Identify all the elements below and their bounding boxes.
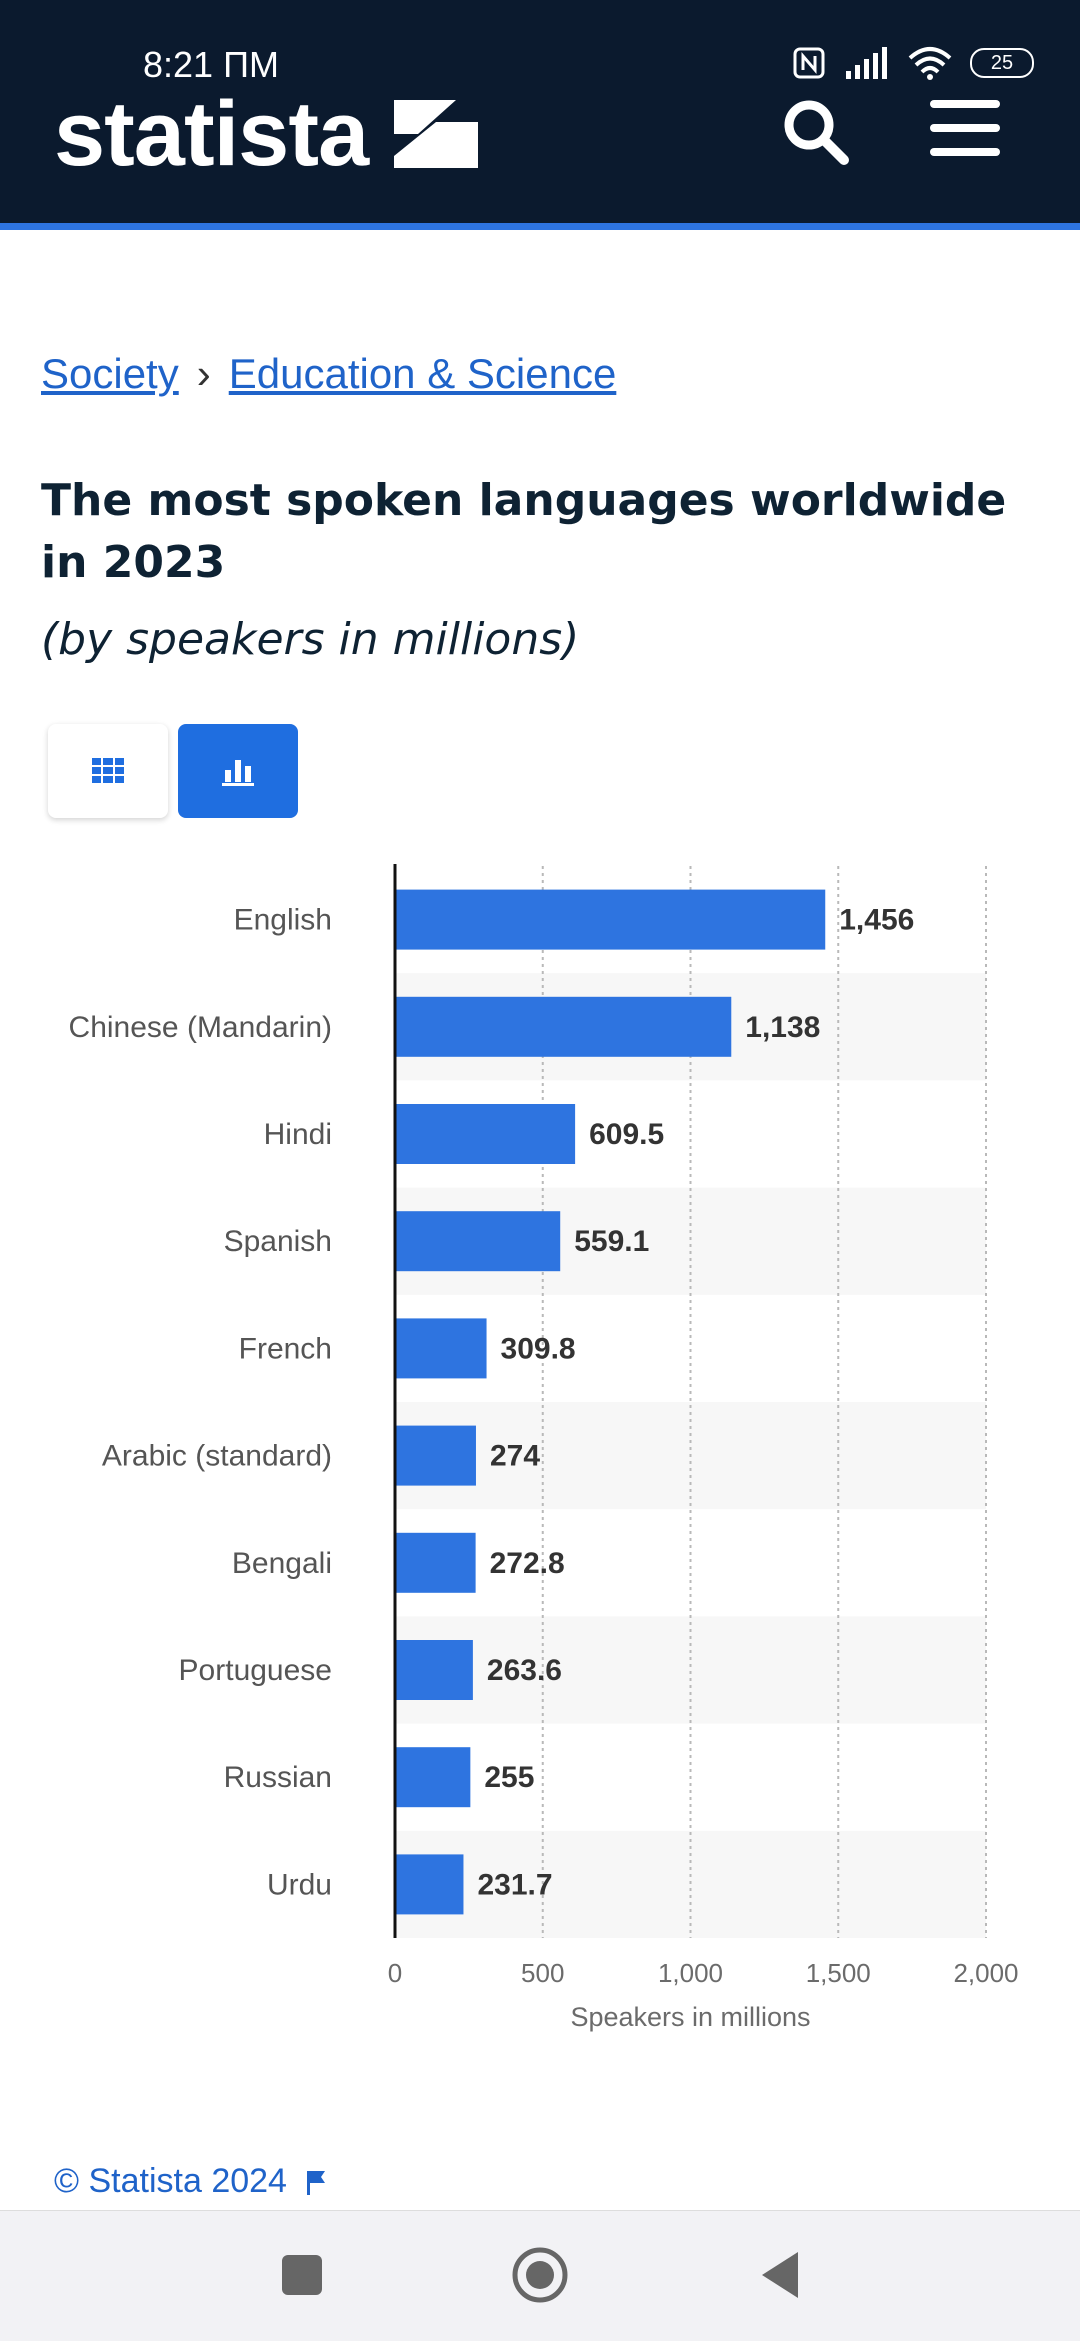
status-time: 8:21 ПМ: [143, 44, 279, 85]
statista-logo[interactable]: statista: [54, 83, 369, 185]
bar-chart: 0 500 1,000 1,500 2,000 English 1,456 Chinese (…: [69, 864, 1019, 2032]
value-label: 274: [490, 1440, 540, 1473]
signal-icon: [846, 47, 887, 79]
category-label: French: [239, 1332, 332, 1365]
back-triangle-icon: [762, 2252, 798, 2298]
x-tick-label: 1,500: [806, 1958, 871, 1988]
bar: [395, 1211, 561, 1272]
menu-button[interactable]: [930, 100, 1000, 156]
statista-logo-mark-icon: [394, 100, 478, 168]
wifi-icon: [908, 47, 952, 80]
breadcrumb-society[interactable]: Society: [41, 350, 179, 397]
bar: [395, 1747, 471, 1808]
table-view-button[interactable]: [48, 724, 168, 818]
value-label: 559.1: [574, 1225, 649, 1258]
x-tick-label: 0: [388, 1958, 402, 1988]
bar: [395, 1854, 464, 1915]
header-accent-line: [0, 223, 1080, 230]
category-label: Arabic (standard): [102, 1440, 332, 1473]
category-label: Urdu: [267, 1868, 332, 1901]
x-tick-label: 2,000: [953, 1958, 1018, 1988]
circle-home-icon: [512, 2247, 568, 2303]
bar: [395, 1318, 487, 1379]
page-title: The most spoken languages worldwide in 2…: [41, 475, 1007, 588]
bar: [395, 996, 732, 1057]
value-label: 1,456: [839, 904, 914, 937]
bar: [395, 1640, 473, 1700]
chart-view-button[interactable]: [178, 724, 298, 818]
category-label: Portuguese: [179, 1654, 332, 1687]
copyright-text: © Statista 2024: [54, 2162, 287, 2200]
status-icons: 25: [792, 46, 1034, 80]
value-label: 609.5: [589, 1118, 664, 1151]
category-label: English: [234, 904, 332, 937]
category-label: Spanish: [224, 1225, 332, 1258]
hamburger-icon: [930, 100, 1000, 108]
app-header: 8:21 ПМ 25 statista: [0, 0, 1080, 230]
category-label: Chinese (Mandarin): [69, 1011, 332, 1044]
search-button[interactable]: [780, 96, 850, 166]
x-tick-label: 1,000: [658, 1958, 723, 1988]
bar: [395, 1425, 476, 1486]
bar-chart-icon: [222, 760, 254, 786]
view-toggle: [48, 724, 298, 818]
category-label: Russian: [224, 1761, 332, 1794]
breadcrumb-separator: ›: [196, 350, 211, 397]
bar: [395, 1532, 476, 1593]
nfc-icon: [793, 47, 825, 79]
value-label: 231.7: [477, 1868, 552, 1901]
value-label: 263.6: [487, 1654, 562, 1687]
system-nav-bar: [0, 2210, 1080, 2341]
category-label: Bengali: [232, 1547, 332, 1580]
back-button[interactable]: [748, 2243, 812, 2307]
value-label: 255: [484, 1761, 534, 1794]
category-label: Hindi: [264, 1118, 332, 1151]
bar: [395, 889, 826, 950]
recents-button[interactable]: [270, 2243, 334, 2307]
search-icon: [784, 100, 849, 165]
bar: [395, 1104, 576, 1164]
page-subtitle: (by speakers in millions): [41, 614, 580, 665]
square-icon: [282, 2255, 322, 2295]
x-axis-title: Speakers in millions: [570, 2002, 810, 2032]
x-tick-label: 500: [521, 1958, 564, 1988]
value-label: 309.8: [501, 1332, 576, 1365]
table-icon: [92, 758, 124, 783]
breadcrumb: Society › Education & Science: [41, 350, 616, 398]
battery-indicator: 25: [970, 48, 1034, 78]
home-button[interactable]: [508, 2243, 572, 2307]
value-label: 1,138: [745, 1011, 820, 1044]
row-band: [395, 1616, 986, 1724]
value-label: 272.8: [490, 1547, 565, 1580]
copyright[interactable]: © Statista 2024: [54, 2162, 327, 2201]
flag-icon[interactable]: [305, 2169, 327, 2195]
breadcrumb-education-science[interactable]: Education & Science: [228, 350, 617, 397]
